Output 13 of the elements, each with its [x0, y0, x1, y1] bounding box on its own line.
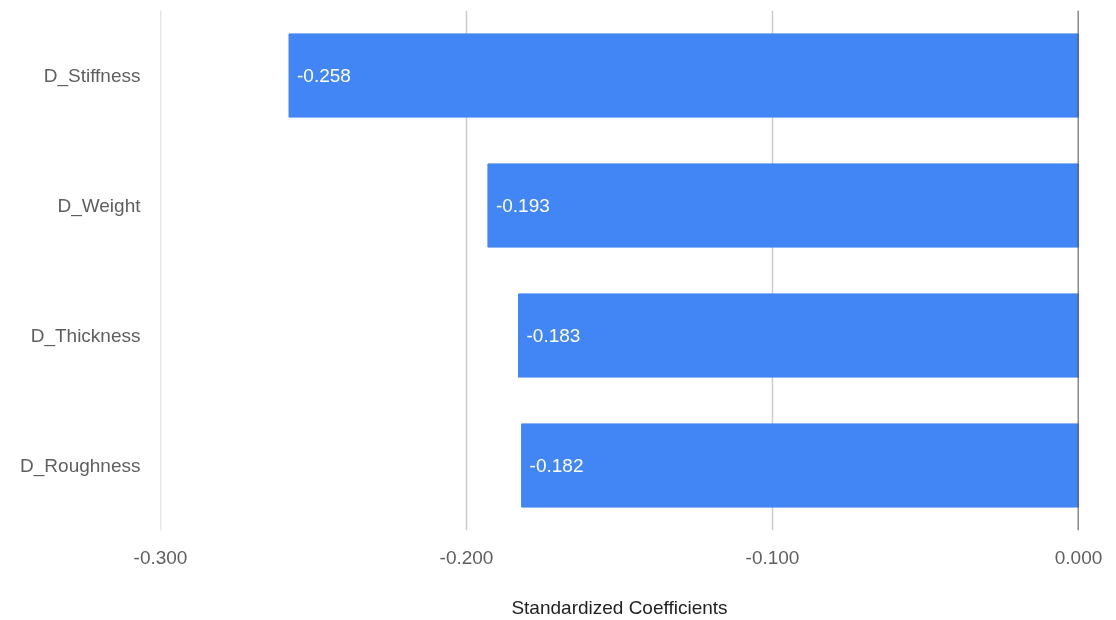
data-label: -0.182 — [529, 455, 584, 476]
x-tick-label: -0.300 — [133, 546, 188, 568]
y-tick-label: D_Weight — [57, 195, 142, 217]
x-tick-label: -0.200 — [439, 546, 494, 568]
y-tick-label: D_Roughness — [20, 455, 141, 477]
y-tick-label: D_Stiffness — [43, 65, 141, 87]
x-tick-label: -0.100 — [745, 546, 800, 568]
data-label: -0.183 — [526, 325, 581, 346]
data-label: -0.258 — [297, 65, 351, 86]
y-tick-label: D_Thickness — [30, 325, 141, 347]
x-tick-label: 0.000 — [1054, 546, 1103, 568]
x-axis-title: Standardized Coefficients — [511, 596, 728, 618]
data-label: -0.193 — [495, 195, 550, 216]
